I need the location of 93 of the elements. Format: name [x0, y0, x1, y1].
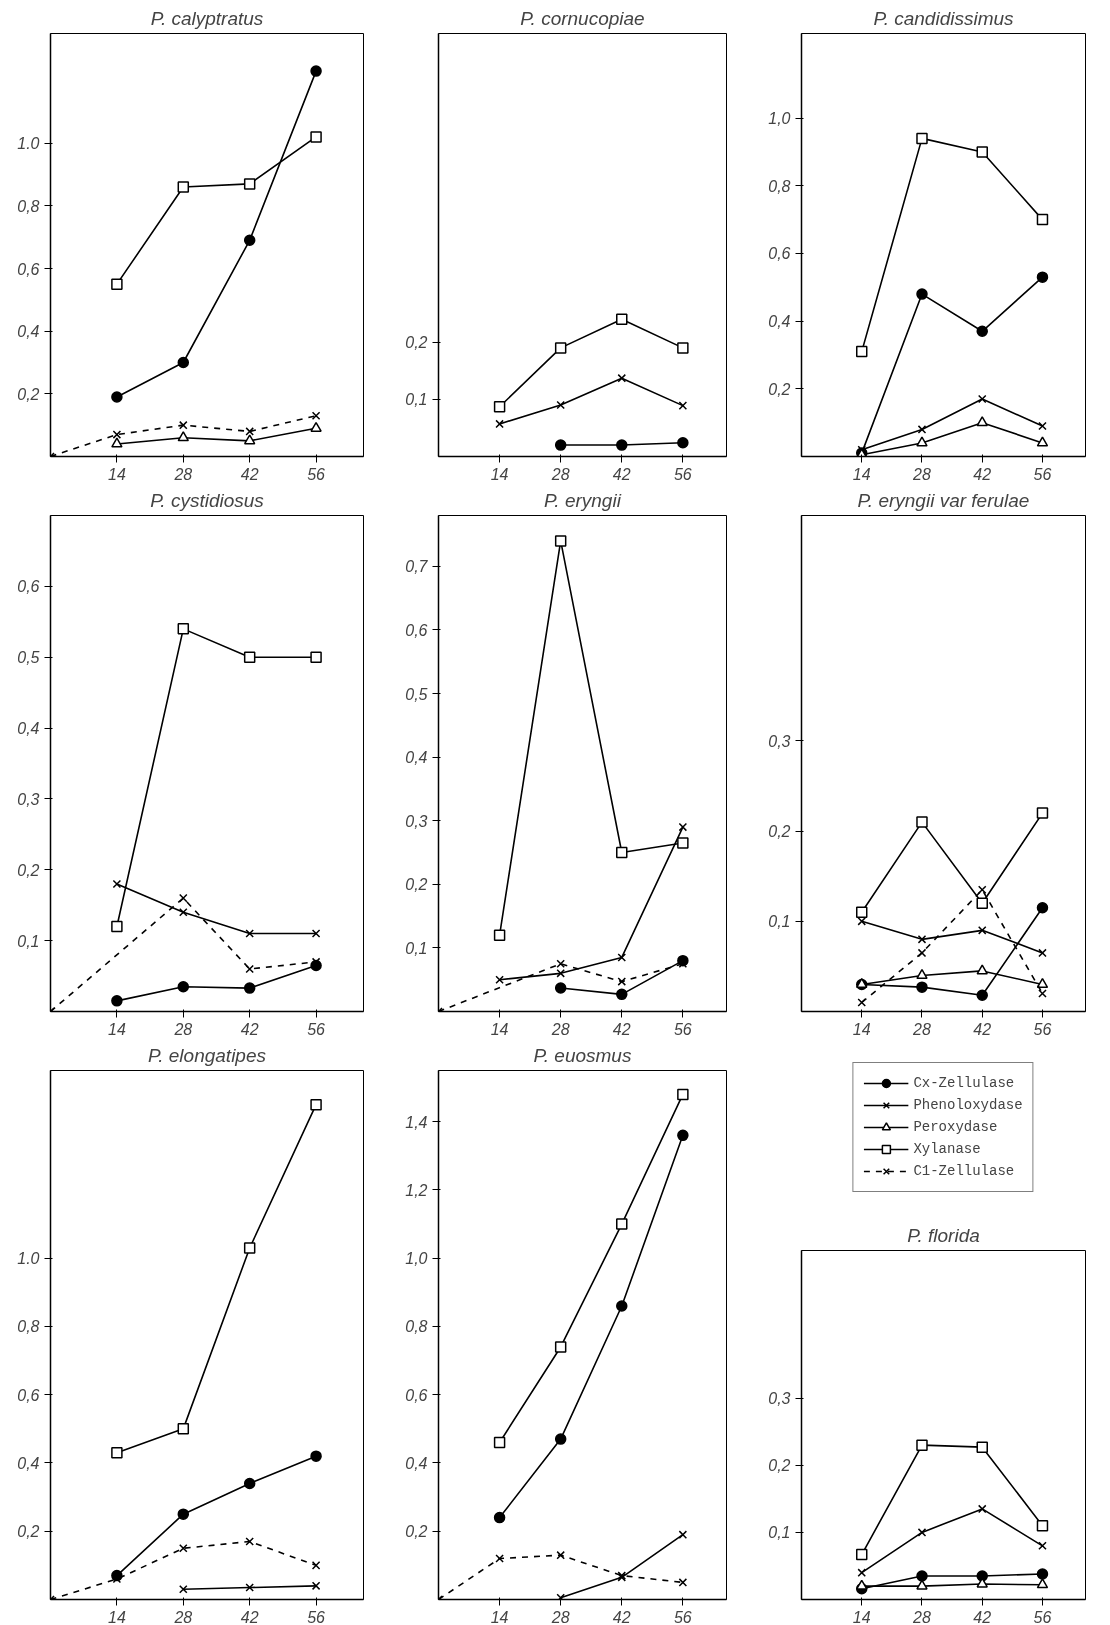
y-tick-label: 0,3 [17, 790, 40, 808]
y-tick-label: 0,8 [17, 1318, 40, 1336]
y-tick-label: 0,4 [768, 313, 791, 331]
x-tick-label: 28 [912, 465, 931, 483]
y-tick-label: 1,4 [405, 1113, 428, 1131]
chart-title: P. elongatipes [148, 1044, 267, 1066]
chart-title: P. eryngii var ferulae [857, 489, 1030, 511]
x-tick-label: 28 [912, 1608, 931, 1625]
x-tick-label: 56 [307, 1608, 326, 1625]
y-tick-label: 0,6 [768, 245, 791, 263]
x-tick-label: 14 [852, 465, 871, 483]
y-tick-label: 0,5 [405, 685, 428, 703]
x-tick-label: 14 [490, 465, 509, 483]
x-tick-label: 28 [173, 1608, 193, 1625]
legend-label: Phenoloxydase [913, 1097, 1023, 1113]
x-tick-label: 42 [612, 465, 631, 483]
y-tick-label: 0,2 [17, 861, 40, 879]
x-tick-label: 56 [673, 1020, 692, 1038]
x-tick-label: 28 [550, 465, 570, 483]
y-tick-label: 0,6 [17, 578, 40, 596]
y-tick-label: 0,8 [17, 197, 40, 215]
y-tick-label: 0,3 [768, 1390, 791, 1408]
x-tick-label: 42 [973, 465, 992, 483]
y-tick-label: 1.0 [17, 1250, 40, 1268]
y-tick-label: 0,4 [17, 323, 40, 341]
y-tick-label: 0,7 [405, 558, 429, 576]
y-tick-label: 0,2 [405, 1523, 428, 1541]
y-tick-label: 1.0 [17, 135, 40, 153]
x-tick-label: 42 [612, 1020, 631, 1038]
y-tick-label: 0,6 [17, 1386, 40, 1404]
chart-title: P. euosmus [533, 1044, 632, 1066]
x-tick-label: 28 [173, 465, 193, 483]
x-tick-label: 56 [673, 465, 692, 483]
y-tick-label: 0,1 [768, 1524, 791, 1542]
chart-title: P. calyptratus [150, 7, 264, 29]
y-tick-label: 0,8 [768, 177, 791, 195]
legend-label: Cx-Zellulase [913, 1075, 1015, 1091]
y-tick-label: 0,1 [17, 932, 40, 950]
y-tick-label: 0,2 [768, 1457, 791, 1475]
x-tick-label: 14 [852, 1020, 871, 1038]
x-tick-label: 42 [612, 1608, 631, 1625]
x-tick-label: 42 [973, 1020, 992, 1038]
y-tick-label: 0,2 [17, 385, 40, 403]
x-tick-label: 28 [550, 1020, 570, 1038]
x-tick-label: 56 [1033, 1608, 1052, 1625]
y-tick-label: 0,2 [405, 876, 428, 894]
x-tick-label: 28 [912, 1020, 931, 1038]
x-tick-label: 14 [108, 1608, 126, 1625]
y-tick-label: 0,2 [405, 334, 428, 352]
chart-title: P. cystidiosus [150, 489, 265, 511]
legend-label: Peroxydase [913, 1119, 998, 1135]
x-tick-label: 56 [1033, 465, 1052, 483]
y-tick-label: 0,2 [768, 823, 791, 841]
legend-label: C1-Zellulase [913, 1163, 1015, 1179]
x-tick-label: 42 [240, 1608, 259, 1625]
y-tick-label: 0,4 [17, 1454, 40, 1472]
x-tick-label: 14 [490, 1020, 509, 1038]
x-tick-label: 14 [108, 465, 126, 483]
y-tick-label: 0,5 [17, 649, 40, 667]
x-tick-label: 14 [852, 1608, 871, 1625]
chart-title: P. cornucopiae [520, 7, 645, 29]
x-tick-label: 14 [108, 1020, 126, 1038]
y-tick-label: 0,2 [768, 380, 791, 398]
y-tick-label: 1,0 [405, 1250, 428, 1268]
y-tick-label: 0,1 [405, 939, 428, 957]
x-tick-label: 56 [307, 465, 326, 483]
x-tick-label: 42 [973, 1608, 992, 1625]
chart-title: P. candidissimus [873, 7, 1015, 29]
y-tick-label: 0,3 [405, 812, 428, 830]
x-tick-label: 28 [550, 1608, 570, 1625]
y-tick-label: 0,4 [17, 720, 40, 738]
y-tick-label: 0,6 [17, 260, 40, 278]
y-tick-label: 0,1 [768, 913, 791, 931]
y-tick-label: 0,4 [405, 749, 428, 767]
y-tick-label: 0,8 [405, 1318, 428, 1336]
x-tick-label: 56 [1033, 1020, 1052, 1038]
x-tick-label: 42 [240, 465, 259, 483]
legend-label: Xylanase [913, 1141, 981, 1157]
x-tick-label: 42 [240, 1020, 259, 1038]
y-tick-label: 0,1 [405, 391, 428, 409]
chart-title: P. florida [907, 1224, 980, 1246]
x-tick-label: 56 [673, 1608, 692, 1625]
y-tick-label: 0,3 [768, 732, 791, 750]
y-tick-label: 1,2 [405, 1181, 428, 1199]
x-tick-label: 14 [490, 1608, 509, 1625]
y-tick-label: 1,0 [768, 110, 791, 128]
chart-title: P. eryngii [544, 489, 622, 511]
x-tick-label: 56 [307, 1020, 326, 1038]
x-tick-label: 28 [173, 1020, 193, 1038]
y-tick-label: 0,4 [405, 1454, 428, 1472]
y-tick-label: 0,6 [405, 1386, 428, 1404]
y-tick-label: 0,2 [17, 1523, 40, 1541]
y-tick-label: 0,6 [405, 621, 428, 639]
